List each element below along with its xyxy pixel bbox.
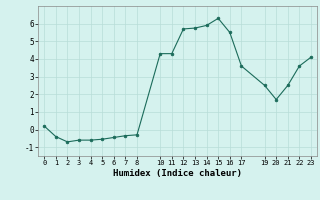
X-axis label: Humidex (Indice chaleur): Humidex (Indice chaleur) <box>113 169 242 178</box>
